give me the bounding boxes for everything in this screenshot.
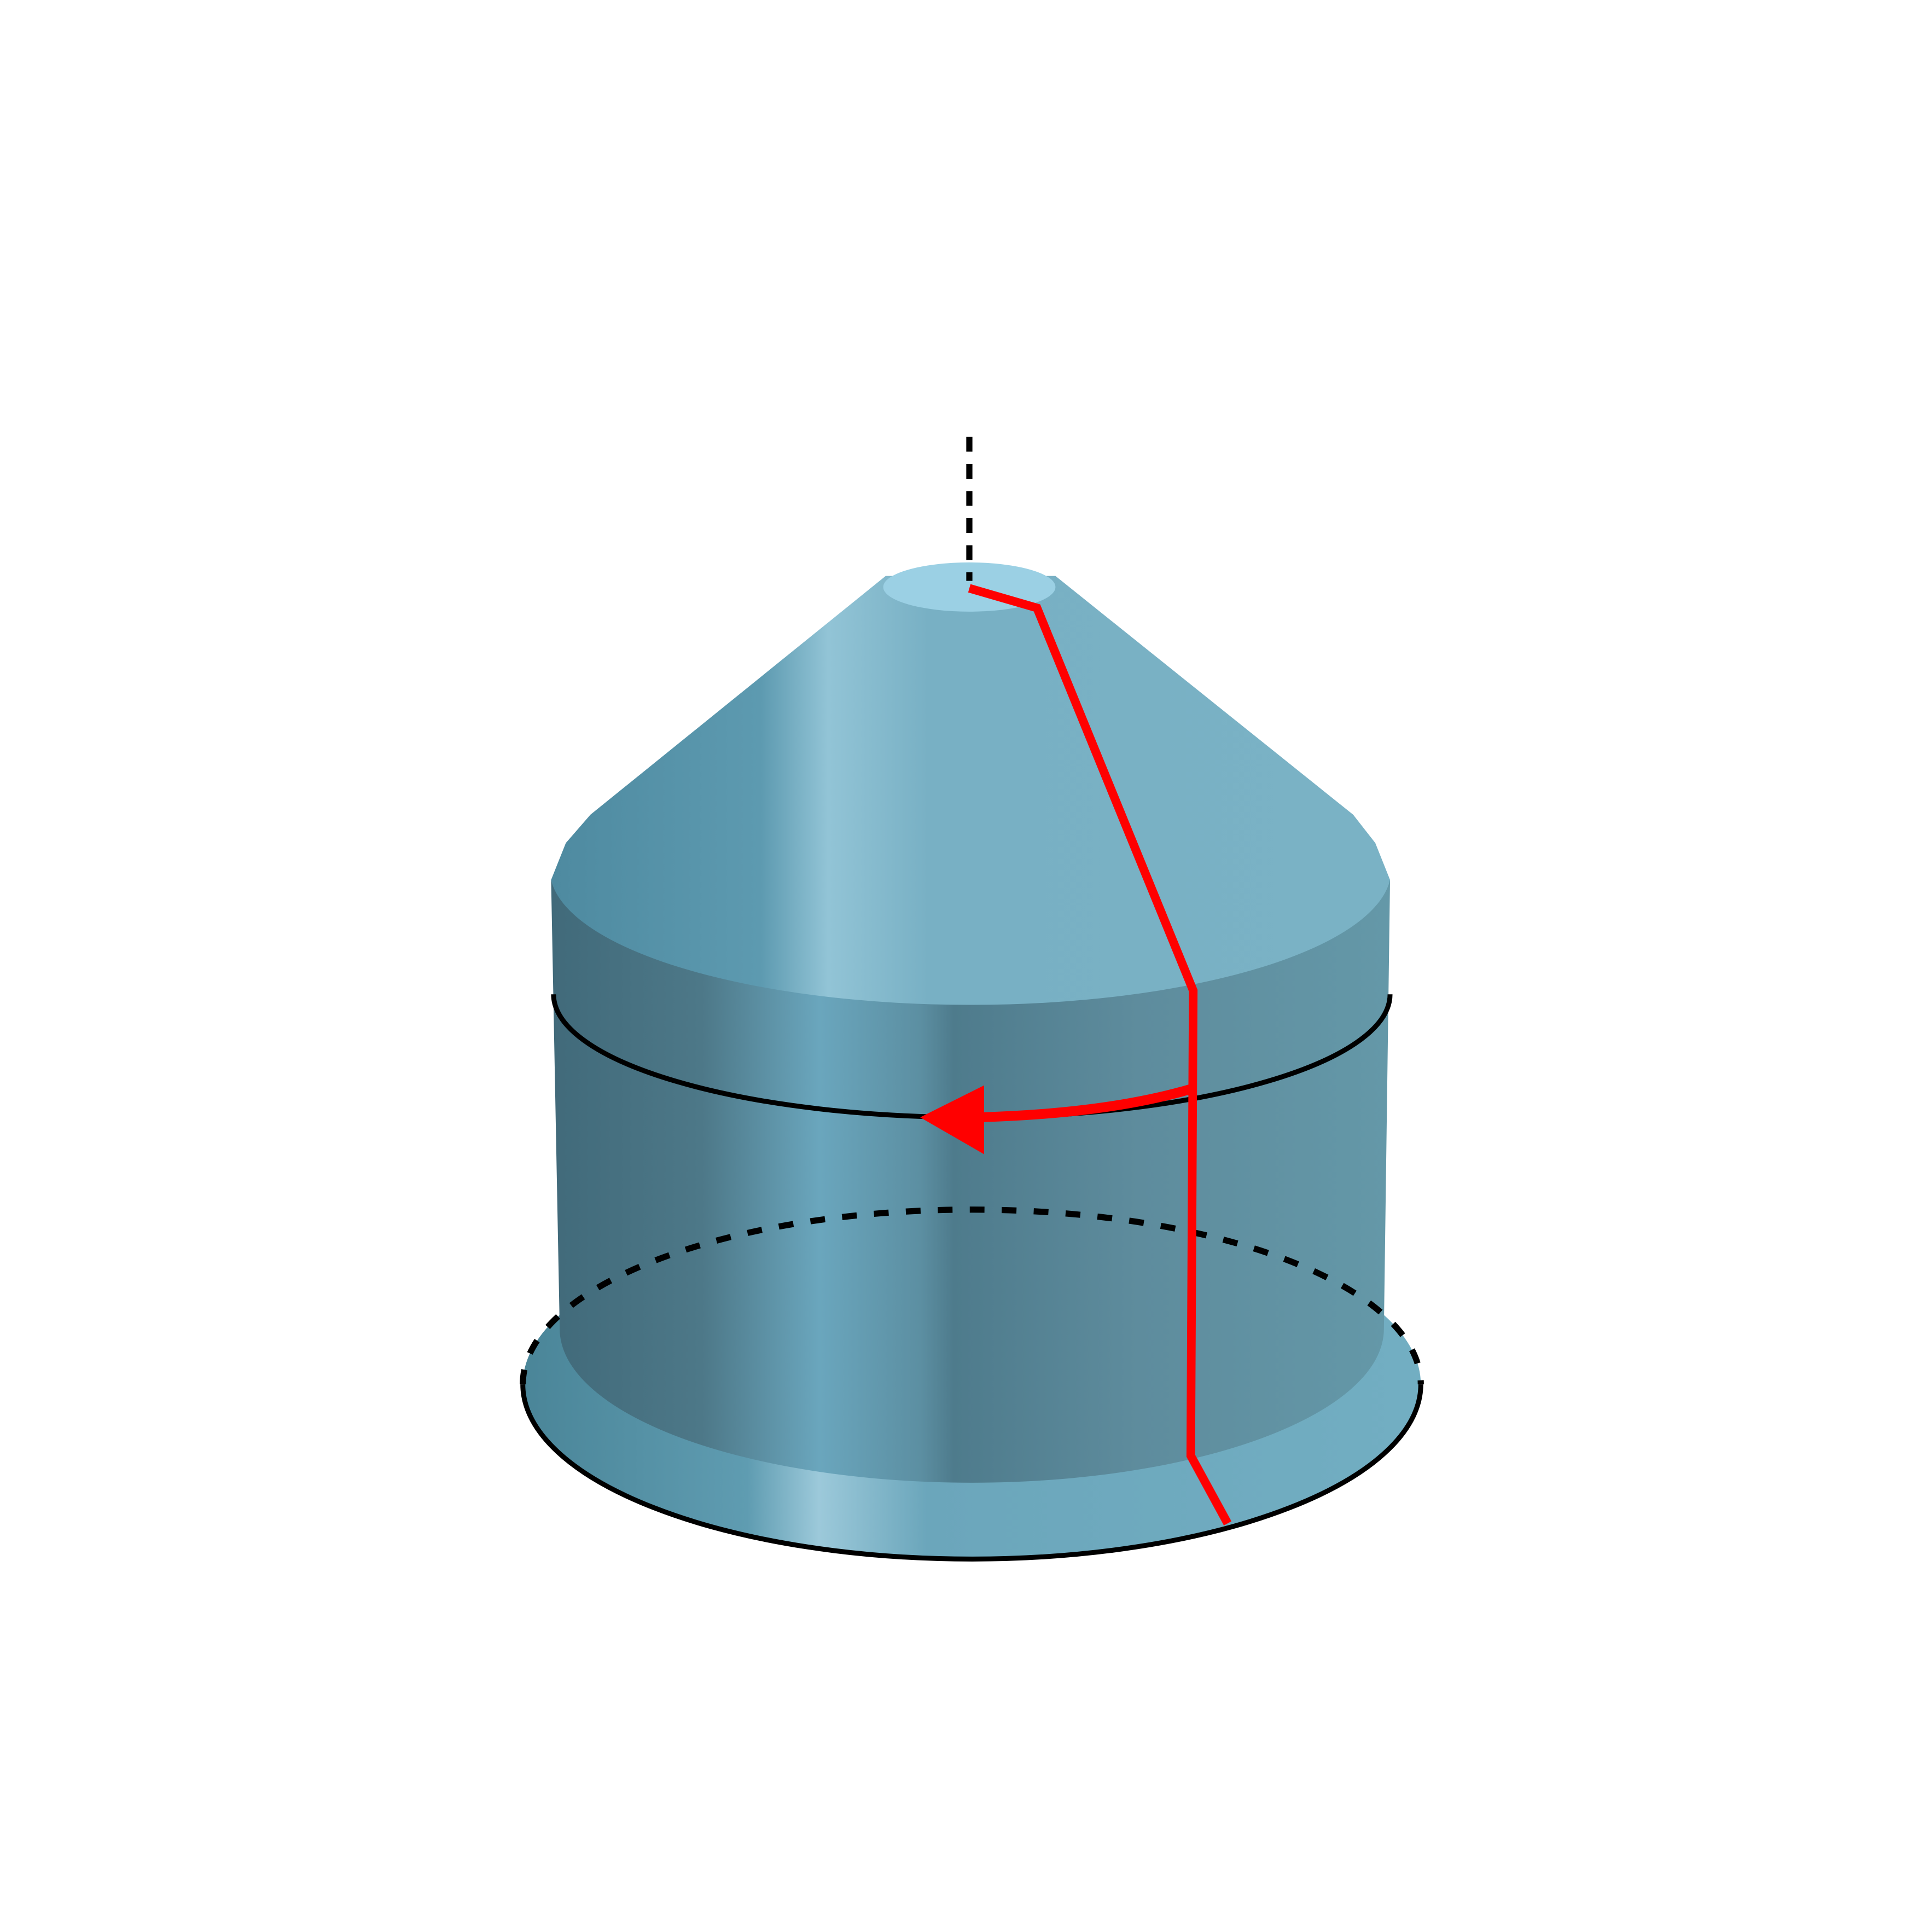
cone-top (551, 576, 1391, 1005)
rotation-arrow (978, 1084, 1193, 1123)
cylinder-body (551, 880, 1391, 1483)
arrow-head (920, 1085, 984, 1154)
hidden-base-edge (520, 1206, 1424, 1385)
profile-curve (968, 584, 1232, 1525)
base-edge (520, 1384, 1423, 1562)
